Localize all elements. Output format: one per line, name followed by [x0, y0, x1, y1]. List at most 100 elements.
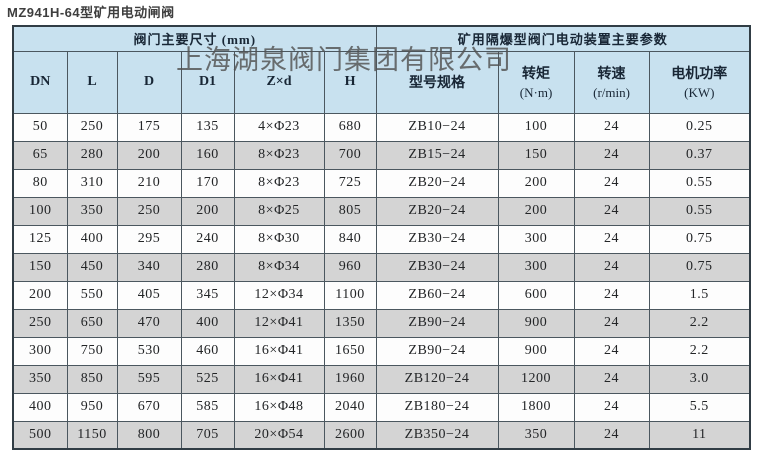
- table-cell-d1: 160: [180, 140, 235, 170]
- table-cell-torque: 200: [497, 168, 575, 198]
- table-cell-power: 0.75: [648, 224, 751, 254]
- table-row: 400 950 670 585 16×Φ48 2040 ZB180−24 1800 24 5.5: [12, 392, 751, 422]
- table-cell-h: 1350: [323, 308, 377, 338]
- table-cell-zxd: 4×Φ23: [233, 112, 325, 142]
- table-cell-h: 2040: [323, 392, 377, 422]
- column-header-label: L: [87, 74, 97, 89]
- table-cell-dn: 80: [12, 168, 68, 198]
- table-cell-l: 250: [66, 112, 118, 142]
- table-cell-speed: 24: [573, 140, 650, 170]
- column-header-torque: 转矩 (N·m): [497, 50, 575, 114]
- table-cell-d1: 525: [180, 364, 235, 394]
- table-cell-h: 680: [323, 112, 377, 142]
- column-header-d: D: [116, 50, 182, 114]
- table-cell-zxd: 16×Φ41: [233, 364, 325, 394]
- table-cell-model: ZB30−24: [375, 252, 499, 282]
- table-cell-l: 450: [66, 252, 118, 282]
- table-cell-dn: 500: [12, 420, 68, 450]
- table-cell-zxd: 12×Φ34: [233, 280, 325, 310]
- table-cell-model: ZB350−24: [375, 420, 499, 450]
- table-cell-d1: 240: [180, 224, 235, 254]
- table-cell-l: 650: [66, 308, 118, 338]
- table-cell-zxd: 8×Φ23: [233, 168, 325, 198]
- table-cell-d: 295: [116, 224, 182, 254]
- table-cell-torque: 100: [497, 112, 575, 142]
- table-cell-d: 470: [116, 308, 182, 338]
- table-row: 150 450 340 280 8×Φ34 960 ZB30−24 300 24 0.75: [12, 252, 751, 282]
- table-cell-power: 5.5: [648, 392, 751, 422]
- table-cell-l: 350: [66, 196, 118, 226]
- table-cell-speed: 24: [573, 364, 650, 394]
- table-cell-d: 670: [116, 392, 182, 422]
- table-cell-d1: 345: [180, 280, 235, 310]
- table-cell-torque: 900: [497, 336, 575, 366]
- table-cell-h: 805: [323, 196, 377, 226]
- table-cell-dn: 300: [12, 336, 68, 366]
- table-cell-h: 840: [323, 224, 377, 254]
- table-cell-l: 1150: [66, 420, 118, 450]
- table-cell-speed: 24: [573, 224, 650, 254]
- table-cell-d1: 705: [180, 420, 235, 450]
- table-cell-power: 2.2: [648, 308, 751, 338]
- table-cell-speed: 24: [573, 308, 650, 338]
- table-cell-torque: 200: [497, 196, 575, 226]
- column-header-dn: DN: [12, 50, 68, 114]
- table-cell-d: 210: [116, 168, 182, 198]
- column-header-label: Z×d: [266, 74, 292, 89]
- table-cell-model: ZB90−24: [375, 308, 499, 338]
- table-cell-power: 0.55: [648, 196, 751, 226]
- column-header-unit: (r/min): [593, 85, 630, 100]
- table-row: 500 1150 800 705 20×Φ54 2600 ZB350−24 350 24 11: [12, 420, 751, 450]
- table-cell-h: 1960: [323, 364, 377, 394]
- table-cell-l: 850: [66, 364, 118, 394]
- table-cell-torque: 300: [497, 252, 575, 282]
- table-cell-zxd: 12×Φ41: [233, 308, 325, 338]
- spec-table: 阀门主要尺寸 (mm) 矿用隔爆型阀门电动装置主要参数 DN L D D1 Z×d H 型号…: [12, 25, 752, 450]
- table-cell-h: 1650: [323, 336, 377, 366]
- table-cell-dn: 400: [12, 392, 68, 422]
- table-cell-power: 0.25: [648, 112, 751, 142]
- table-cell-power: 0.55: [648, 168, 751, 198]
- table-cell-dn: 250: [12, 308, 68, 338]
- table-cell-model: ZB10−24: [375, 112, 499, 142]
- table-cell-model: ZB120−24: [375, 364, 499, 394]
- table-cell-l: 280: [66, 140, 118, 170]
- column-header-label: H: [344, 74, 356, 89]
- column-header-label: DN: [30, 74, 51, 89]
- table-cell-l: 750: [66, 336, 118, 366]
- table-cell-d1: 280: [180, 252, 235, 282]
- table-cell-zxd: 8×Φ23: [233, 140, 325, 170]
- table-cell-model: ZB20−24: [375, 168, 499, 198]
- column-header-l: L: [66, 50, 118, 114]
- table-cell-l: 950: [66, 392, 118, 422]
- table-cell-zxd: 8×Φ34: [233, 252, 325, 282]
- column-header-label: D1: [198, 74, 217, 89]
- table-cell-model: ZB30−24: [375, 224, 499, 254]
- table-cell-d1: 170: [180, 168, 235, 198]
- table-cell-model: ZB20−24: [375, 196, 499, 226]
- table-row: 100 350 250 200 8×Φ25 805 ZB20−24 200 24 0.55: [12, 196, 751, 226]
- table-cell-d: 200: [116, 140, 182, 170]
- table-cell-dn: 125: [12, 224, 68, 254]
- column-header-unit: (KW): [684, 85, 715, 100]
- column-header-label: 转矩: [522, 67, 551, 82]
- table-cell-power: 3.0: [648, 364, 751, 394]
- column-header-label: D: [143, 74, 155, 89]
- table-cell-model: ZB90−24: [375, 336, 499, 366]
- table-cell-h: 960: [323, 252, 377, 282]
- column-header-model: 型号规格: [375, 50, 499, 114]
- table-cell-d1: 585: [180, 392, 235, 422]
- table-cell-zxd: 8×Φ25: [233, 196, 325, 226]
- table-row: 50 250 175 135 4×Φ23 680 ZB10−24 100 24 0.25: [12, 112, 751, 142]
- table-cell-dn: 200: [12, 280, 68, 310]
- column-header-power: 电机功率 (KW): [648, 50, 751, 114]
- table-cell-zxd: 16×Φ48: [233, 392, 325, 422]
- table-cell-h: 725: [323, 168, 377, 198]
- column-header-speed: 转速 (r/min): [573, 50, 650, 114]
- table-cell-dn: 65: [12, 140, 68, 170]
- table-cell-d: 595: [116, 364, 182, 394]
- column-header-label: 转速: [597, 67, 626, 82]
- table-cell-zxd: 20×Φ54: [233, 420, 325, 450]
- table-cell-power: 11: [648, 420, 751, 450]
